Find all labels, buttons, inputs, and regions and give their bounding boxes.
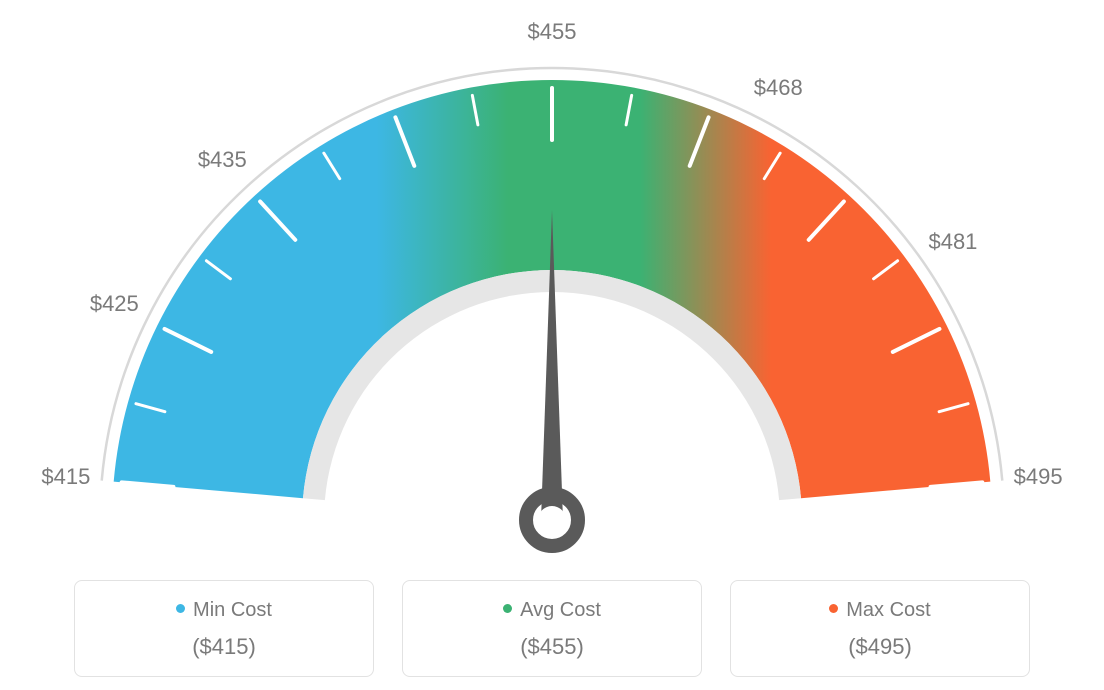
legend-title-avg: Avg Cost bbox=[413, 599, 691, 622]
dot-avg-icon bbox=[503, 604, 512, 613]
gauge-tick-label: $455 bbox=[528, 19, 577, 45]
dot-max-icon bbox=[829, 604, 838, 613]
gauge-tick-label: $495 bbox=[1014, 464, 1063, 490]
gauge-tick-label: $425 bbox=[90, 291, 139, 317]
gauge-tick-label: $415 bbox=[41, 464, 90, 490]
gauge-svg bbox=[0, 0, 1104, 560]
legend-card-max: Max Cost ($495) bbox=[730, 580, 1030, 677]
legend-card-avg: Avg Cost ($455) bbox=[402, 580, 702, 677]
legend-label-avg: Avg Cost bbox=[520, 599, 601, 621]
gauge-tick-label: $435 bbox=[198, 147, 247, 173]
gauge-tick-label: $481 bbox=[928, 229, 977, 255]
legend-title-max: Max Cost bbox=[741, 599, 1019, 622]
legend-card-min: Min Cost ($415) bbox=[74, 580, 374, 677]
legend-row: Min Cost ($415) Avg Cost ($455) Max Cost… bbox=[0, 580, 1104, 677]
dot-min-icon bbox=[176, 604, 185, 613]
legend-value-max: ($495) bbox=[741, 634, 1019, 660]
legend-label-min: Min Cost bbox=[193, 599, 272, 621]
legend-label-max: Max Cost bbox=[846, 599, 930, 621]
legend-value-min: ($415) bbox=[85, 634, 363, 660]
gauge-tick-label: $468 bbox=[754, 75, 803, 101]
legend-value-avg: ($455) bbox=[413, 634, 691, 660]
cost-gauge: $415 $425 $435 $455 $468 $481 $495 bbox=[0, 0, 1104, 560]
legend-title-min: Min Cost bbox=[85, 599, 363, 622]
